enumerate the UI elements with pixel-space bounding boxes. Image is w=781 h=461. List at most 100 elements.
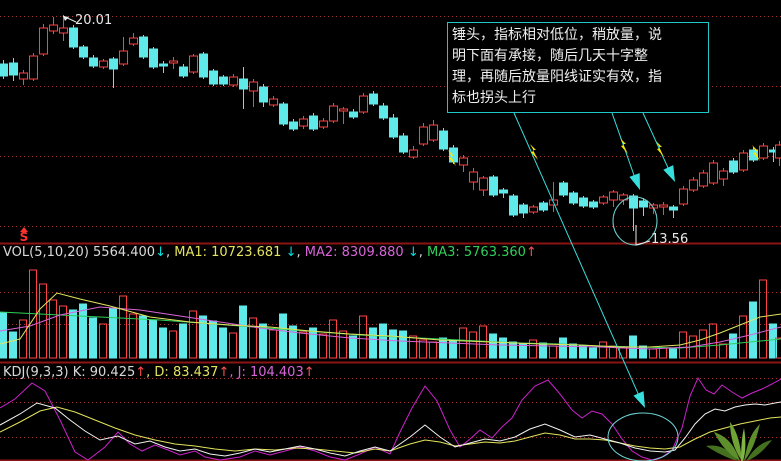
volume-bar xyxy=(69,309,77,359)
plant-watermark-icon xyxy=(714,432,740,461)
plant-watermark-icon xyxy=(746,440,772,461)
candle-body xyxy=(199,53,208,78)
candle-body xyxy=(669,206,678,211)
candle-body xyxy=(189,55,198,73)
volume-bar xyxy=(759,279,767,359)
candle-body xyxy=(539,202,548,211)
volume-bar xyxy=(39,283,47,359)
volume-bar xyxy=(529,339,537,359)
candle-body xyxy=(559,182,568,196)
volume-bar xyxy=(139,315,147,359)
candle-body xyxy=(775,144,781,159)
indicator-segment: ↓ xyxy=(285,245,297,260)
kdj-indicator-row[interactable]: KDJ(9,3,3) K: 90.425↑, D: 83.437↑, J: 10… xyxy=(3,365,315,380)
volume-bar xyxy=(769,323,777,359)
volume-bar xyxy=(259,323,267,359)
candle-body xyxy=(409,149,418,158)
candle-body xyxy=(9,62,18,76)
price-high-label: 20.01 xyxy=(75,13,113,28)
volume-bar xyxy=(409,335,417,359)
annotation-text-box[interactable]: 锤头，指标相对低位，稍放量，说 明下面有承接，随后几天十字整 理，再随后放量阳线… xyxy=(447,22,709,113)
candle-body xyxy=(129,37,138,45)
low-label-pointer xyxy=(635,225,651,246)
yellow-flash-icon xyxy=(530,144,538,160)
volume-bar xyxy=(729,333,737,359)
volume-bar xyxy=(309,327,317,359)
annotation-arrowhead-icon xyxy=(663,165,675,182)
candle-body xyxy=(499,189,508,194)
candle-body xyxy=(39,27,48,55)
indicator-segment: , D: 83.437 xyxy=(146,365,219,380)
candle-body xyxy=(479,177,488,191)
annotation-line: 标也拐头上行 xyxy=(452,90,536,106)
volume-bar xyxy=(279,313,287,359)
candle-body xyxy=(29,55,38,80)
volume-bar xyxy=(419,339,427,359)
volume-bar xyxy=(109,307,117,359)
candle-body xyxy=(279,103,288,125)
volume-bar xyxy=(775,337,781,359)
candle-body xyxy=(89,57,98,67)
candle-body xyxy=(749,149,758,161)
candle-body xyxy=(219,76,228,85)
candle-body xyxy=(0,63,8,77)
candle-body xyxy=(519,204,528,214)
kdj-j-line xyxy=(0,376,781,461)
candle-body xyxy=(639,200,648,208)
kdj-k-line xyxy=(0,401,781,457)
indicator-segment: ↓ xyxy=(407,245,419,260)
indicator-segment: MA3: 5763.360 xyxy=(426,245,526,260)
candle-body xyxy=(179,66,188,77)
candle-body xyxy=(239,78,248,90)
sell-marker-triangle-icon xyxy=(20,227,28,232)
candle-body xyxy=(509,195,518,216)
volume-bar xyxy=(249,317,257,359)
indicator-segment: KDJ(9,3,3) K: 90.425 xyxy=(3,365,136,380)
volume-indicator-row[interactable]: VOL(5,10,20) 5564.400↓, MA1: 10723.681 ↓… xyxy=(3,245,537,260)
candle-body xyxy=(729,160,738,173)
volume-bar xyxy=(79,303,87,359)
volume-bar xyxy=(359,315,367,359)
hammer-circle-annotation xyxy=(612,196,658,246)
candle-body xyxy=(289,121,298,130)
volume-bar xyxy=(469,331,477,359)
plant-watermark-icon xyxy=(741,428,746,461)
annotation-arrow-line xyxy=(513,112,641,399)
candle-body xyxy=(439,130,448,150)
volume-bar xyxy=(589,347,597,359)
indicator-segment: ↑ xyxy=(135,365,147,380)
volume-bar xyxy=(639,345,647,359)
candle-body xyxy=(149,48,158,68)
indicator-segment: MA1: 10723.681 xyxy=(174,245,286,260)
candle-body xyxy=(349,111,358,118)
volume-bar xyxy=(659,347,667,359)
volume-bar xyxy=(199,315,207,359)
volume-bar xyxy=(229,332,237,359)
volume-bar xyxy=(49,299,57,359)
candle-body xyxy=(359,95,368,113)
candle-body xyxy=(759,145,768,159)
indicator-segment: ↓ xyxy=(155,245,166,260)
candle-body xyxy=(469,171,478,183)
candle-body xyxy=(109,58,118,70)
candle-body xyxy=(229,76,238,86)
volume-bar xyxy=(99,323,107,359)
annotation-arrow-line xyxy=(642,112,670,171)
candle-body xyxy=(459,157,468,166)
kdj-circle-annotation xyxy=(607,412,679,461)
candle-body xyxy=(269,98,278,106)
volume-bar xyxy=(649,348,657,359)
volume-bar xyxy=(369,327,377,359)
candle-body xyxy=(679,188,688,205)
candle-body xyxy=(389,117,398,138)
candle-body xyxy=(369,93,378,105)
indicator-segment: ↑ xyxy=(525,245,537,260)
candle-body xyxy=(319,120,328,128)
volume-bar xyxy=(299,331,307,359)
volume-bar xyxy=(599,341,607,359)
candle-body xyxy=(119,50,128,65)
annotation-line: 明下面有承接，随后几天十字整 xyxy=(452,48,648,64)
volume-bar xyxy=(239,305,247,359)
